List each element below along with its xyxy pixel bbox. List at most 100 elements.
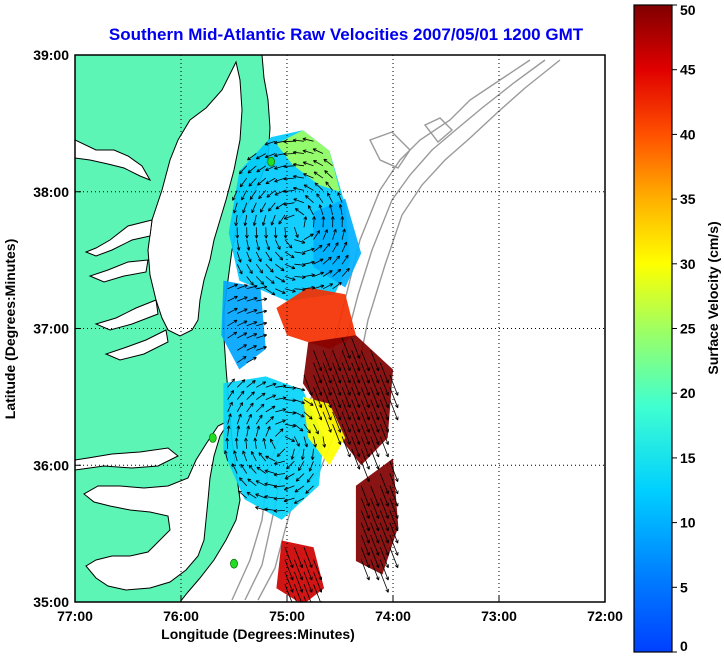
velocity-arrow — [265, 426, 271, 437]
velocity-arrow — [276, 448, 286, 457]
velocity-arrow — [234, 437, 239, 449]
velocity-arrow — [351, 350, 361, 372]
velocity-arrow — [332, 242, 339, 253]
velocity-arrow — [284, 263, 296, 270]
x-tick-label: 72:00 — [587, 608, 623, 624]
velocity-arrow — [370, 448, 380, 470]
velocity-arrow — [237, 296, 248, 302]
velocity-arrow — [246, 425, 250, 437]
velocity-arrow — [227, 390, 234, 400]
velocity-arrow — [227, 378, 235, 388]
velocity-arrow — [322, 256, 332, 265]
velocity-arrow — [313, 571, 323, 593]
velocity-arrow — [294, 423, 304, 432]
velocity-arrow — [341, 267, 350, 277]
velocity-arrow — [241, 190, 248, 201]
velocity-arrow — [379, 387, 389, 409]
colorbar-tick-label: 35 — [680, 191, 696, 207]
velocity-arrow — [322, 270, 333, 277]
velocity-arrow — [256, 309, 268, 314]
velocity-arrow — [341, 362, 351, 384]
velocity-arrow — [351, 424, 361, 445]
velocity-arrow — [284, 411, 297, 415]
heat-region-north-lobe-rim — [276, 130, 340, 192]
velocity-arrow — [303, 247, 315, 253]
velocity-arrow — [379, 547, 389, 569]
velocity-arrow — [379, 559, 389, 581]
velocity-arrow — [313, 374, 323, 396]
velocity-arrow — [246, 251, 252, 263]
colorbar-tick-label: 50 — [680, 2, 696, 18]
velocity-arrow — [332, 374, 342, 396]
velocity-arrow — [360, 350, 370, 372]
velocity-arrow — [322, 411, 332, 433]
velocity-arrow — [360, 424, 370, 445]
velocity-arrow — [303, 260, 315, 265]
velocity-arrow — [379, 362, 389, 384]
velocity-arrow — [321, 216, 326, 228]
velocity-arrow — [312, 148, 324, 154]
velocity-arrow — [294, 436, 300, 447]
velocity-arrow — [313, 424, 319, 435]
y-tick-label: 38:00 — [33, 184, 69, 200]
velocity-arrow — [341, 387, 351, 409]
velocity-arrow — [379, 424, 389, 445]
velocity-arrow — [227, 319, 238, 327]
velocity-arrow — [236, 413, 242, 425]
velocity-arrow — [389, 460, 399, 482]
station-marker-north-site — [267, 156, 276, 167]
river-york — [94, 299, 159, 331]
velocity-arrow — [239, 177, 248, 188]
heat-region-south-lobe — [223, 376, 325, 520]
velocity-arrow — [227, 413, 232, 425]
velocity-arrow — [302, 149, 314, 154]
velocity-arrow — [265, 177, 276, 185]
x-tick-label: 77:00 — [57, 608, 93, 624]
velocity-arrow — [270, 214, 276, 226]
velocity-arrow — [283, 152, 295, 156]
velocity-arrow — [273, 460, 285, 465]
velocity-arrow — [341, 241, 348, 253]
velocity-arrow — [256, 381, 267, 388]
velocity-arrow — [389, 497, 399, 519]
velocity-arrow — [236, 402, 243, 413]
velocity-arrow — [360, 362, 370, 384]
river-albemarle — [75, 447, 179, 471]
velocity-arrow — [273, 496, 285, 501]
velocity-arrow — [370, 374, 380, 396]
velocity-arrow — [283, 164, 295, 169]
velocity-arrow — [389, 534, 399, 556]
velocity-arrow — [246, 296, 258, 302]
hf-radar-stations — [208, 156, 276, 569]
colorbar-tick-label: 0 — [680, 638, 688, 654]
velocity-arrow — [370, 424, 380, 445]
velocity-arrow — [303, 184, 314, 191]
velocity-arrow — [255, 493, 266, 499]
velocity-arrow — [246, 357, 257, 364]
velocity-arrow — [303, 571, 313, 593]
velocity-arrow — [322, 436, 327, 448]
velocity-arrow — [360, 534, 370, 556]
velocity-arrow — [304, 195, 314, 203]
velocity-arrow — [283, 202, 295, 206]
velocity-arrow — [389, 485, 399, 507]
velocity-arrow — [262, 437, 267, 449]
velocity-arrow — [318, 204, 324, 216]
velocity-arrow — [265, 239, 271, 251]
velocity-arrow — [237, 308, 248, 314]
velocity-arrow — [389, 374, 399, 396]
velocity-arrow — [255, 251, 262, 263]
velocity-arrow — [313, 387, 323, 409]
velocity-arrow — [389, 510, 399, 532]
velocity-arrow — [360, 497, 370, 519]
velocity-arrow — [322, 374, 332, 396]
velocity-arrow — [238, 477, 247, 487]
velocity-arrow — [322, 350, 332, 372]
velocity-arrow — [243, 214, 248, 227]
velocity-arrow — [341, 424, 351, 445]
velocity-arrow — [284, 559, 294, 581]
velocity-arrow — [294, 547, 304, 569]
chart-title: Southern Mid-Atlantic Raw Velocities 200… — [109, 25, 584, 44]
velocity-arrow — [256, 285, 268, 290]
velocity-arrow — [273, 153, 285, 158]
